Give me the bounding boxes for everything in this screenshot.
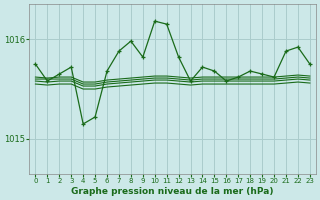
X-axis label: Graphe pression niveau de la mer (hPa): Graphe pression niveau de la mer (hPa) — [71, 187, 274, 196]
